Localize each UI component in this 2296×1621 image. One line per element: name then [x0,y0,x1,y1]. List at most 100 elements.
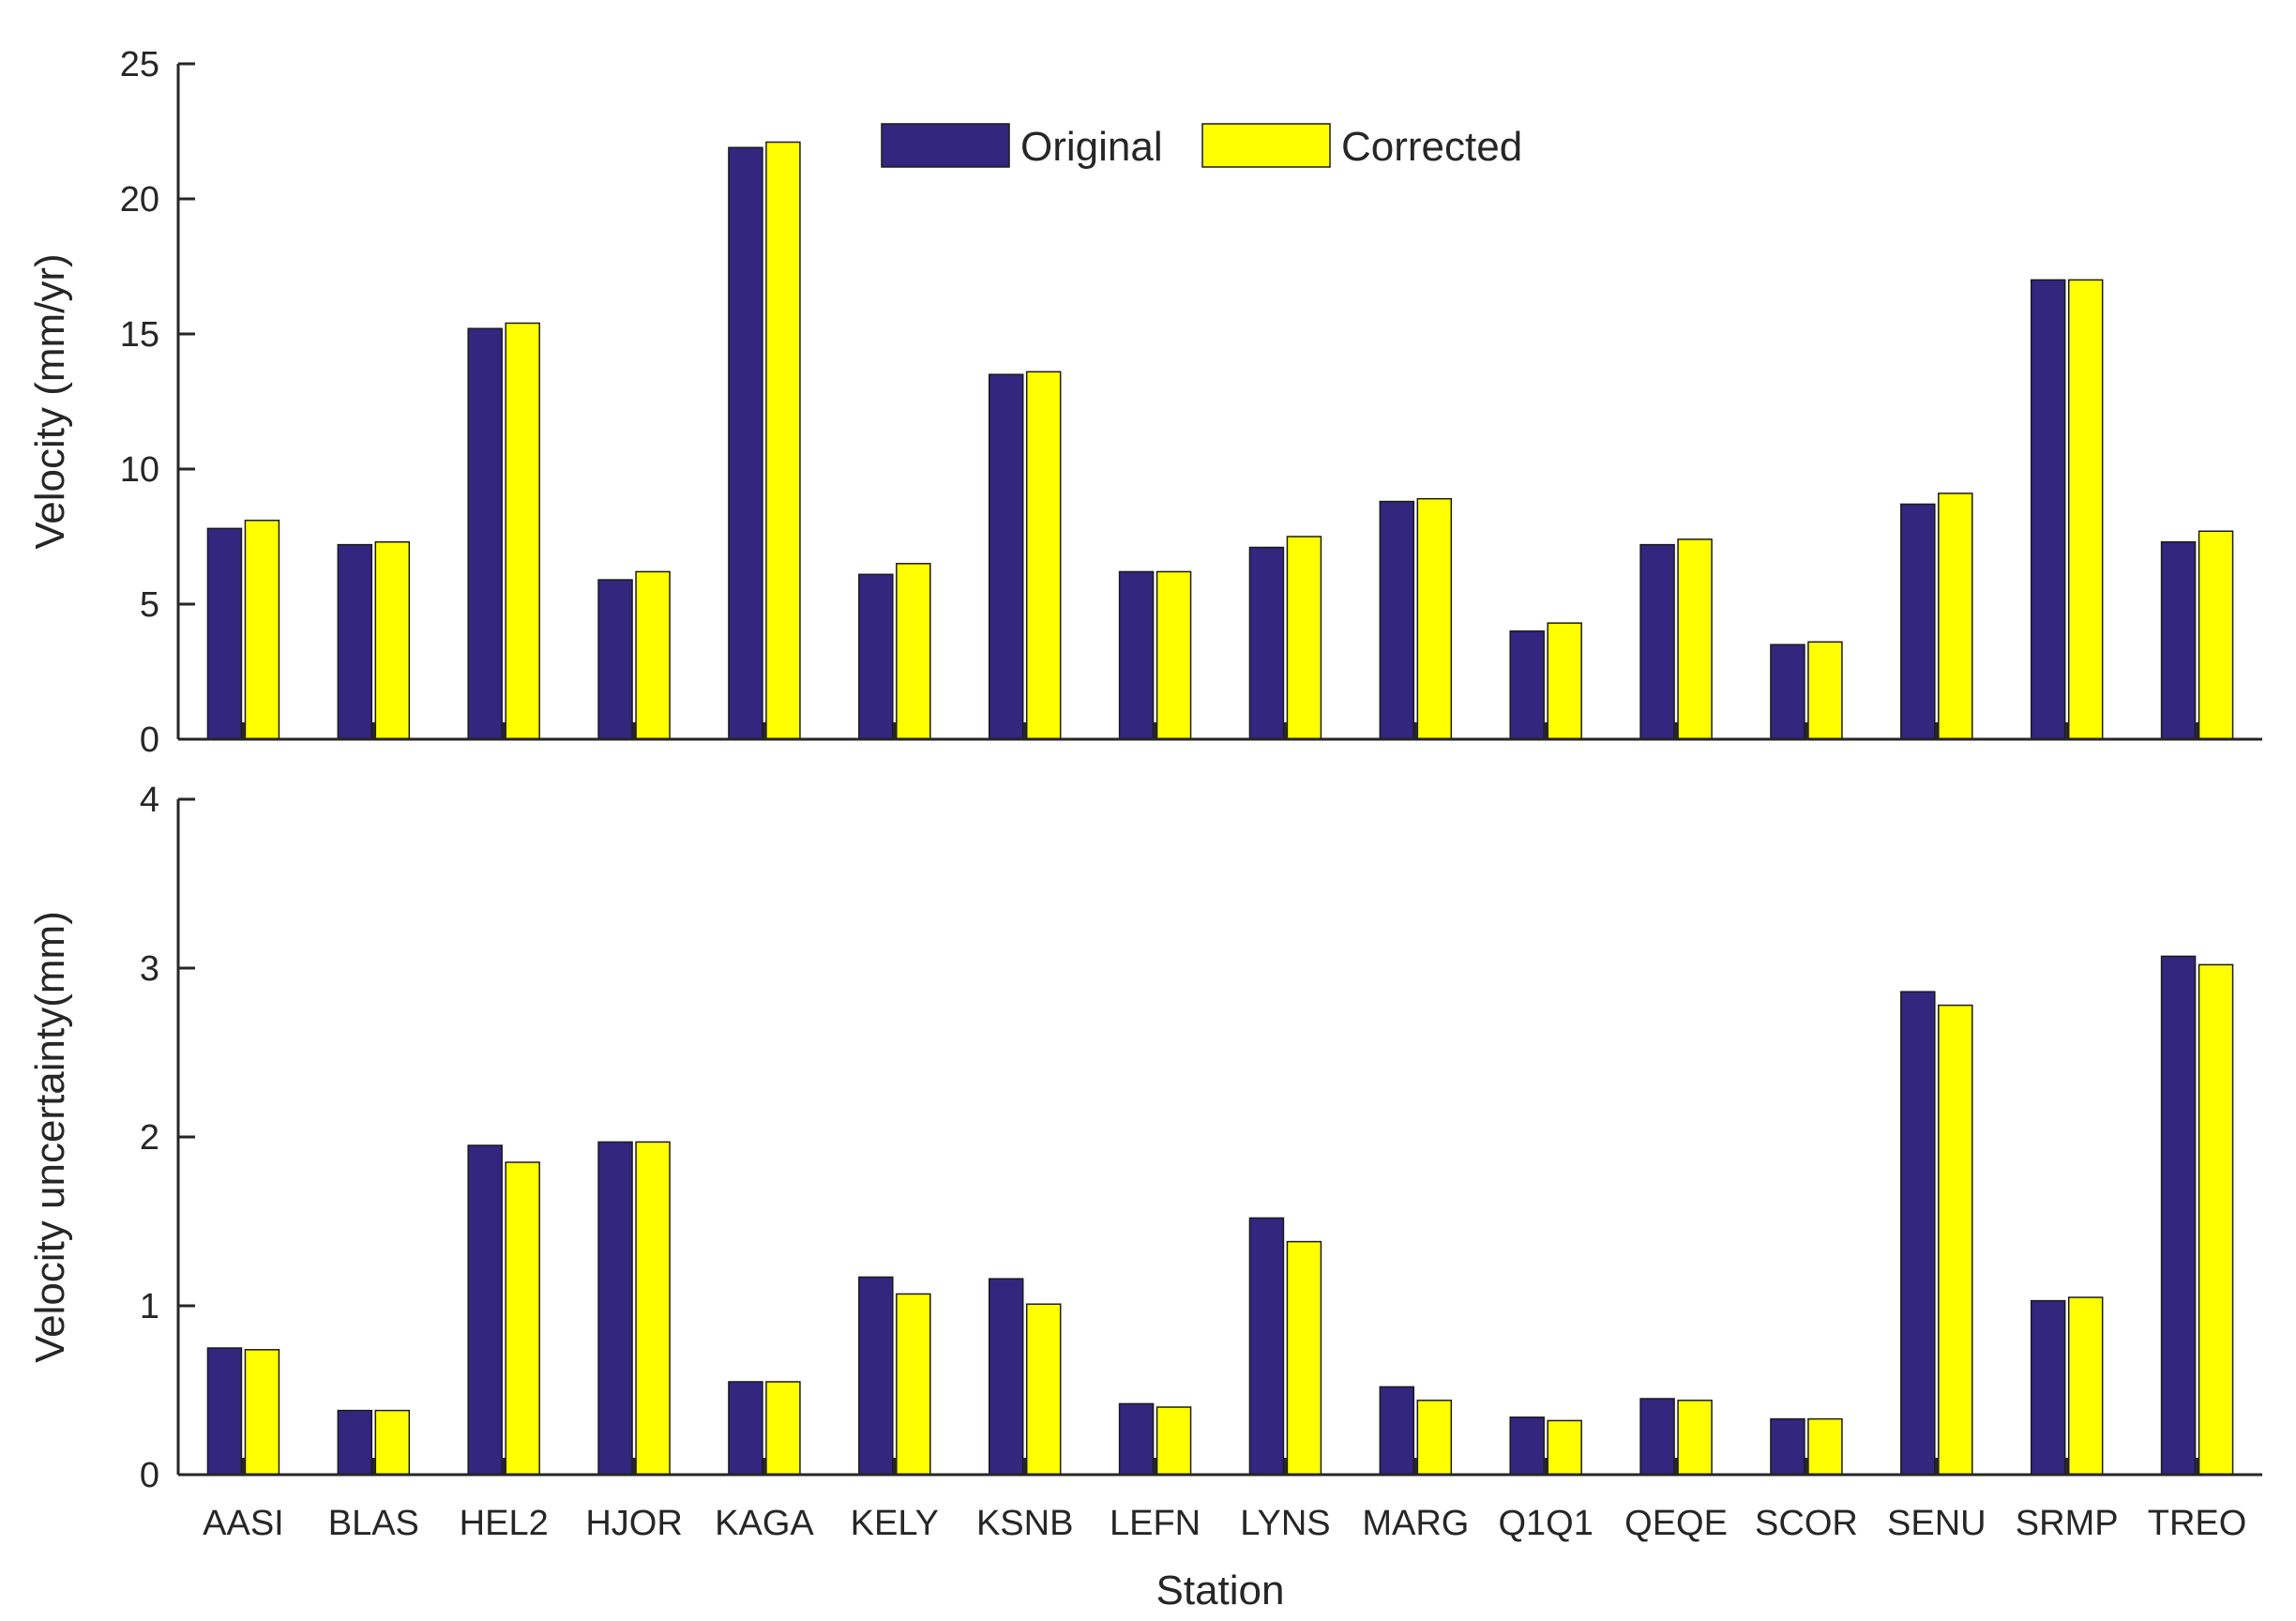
x-tick-label-qeqe: QEQE [1624,1504,1728,1543]
x-tick-label-senu: SENU [1887,1504,1986,1543]
x-tick-label-kaga: KAGA [715,1504,814,1543]
bar-corrected-kely [896,563,931,740]
bar-corrected-srmp [2067,1296,2104,1476]
bar-corrected-scor [1807,1417,1843,1476]
bar-corrected-hel2 [505,322,540,740]
bar-original-aasi [206,527,243,740]
legend: Original Corrected [881,123,1522,170]
x-tick-label-hjor: HJOR [585,1504,682,1543]
bar-original-treo [2160,955,2197,1476]
x-tick-label-scor: SCOR [1755,1504,1858,1543]
x-tick-label-kely: KELY [851,1504,939,1543]
bar-original-lyns [1248,1217,1285,1476]
bar-original-marg [1379,1386,1415,1476]
bar-original-kaga [728,146,763,740]
x-tick-label-ksnb: KSNB [976,1504,1073,1543]
y-tick-label: 25 [120,45,159,84]
bar-corrected-ksnb [1025,371,1062,740]
x-tick-label-lefn: LEFN [1110,1504,1201,1543]
x-tick-label-hel2: HEL2 [460,1504,549,1543]
legend-swatch-original [881,123,1010,168]
bar-original-q1q1 [1509,1416,1545,1476]
bar-corrected-treo [2198,963,2234,1476]
x-tick-label-q1q1: Q1Q1 [1498,1504,1593,1543]
x-tick-label-aasi: AASI [203,1504,284,1543]
bar-original-marg [1379,500,1415,740]
bar-original-kely [858,573,894,740]
velocity-uncertainty-panel: 0 1 2 3 4 AASI BLAS HEL2 HJOR KAGA KELY KSNB LEFN LYN… [27,780,2262,1613]
bar-corrected-kaga [765,141,801,740]
bar-original-scor [1770,644,1805,740]
bar-corrected-lefn [1156,570,1192,740]
bar-original-aasi [206,1347,243,1476]
bar-corrected-ksnb [1025,1303,1062,1476]
bar-original-lefn [1118,1402,1155,1476]
bar-corrected-blas [374,541,411,740]
y-tick-label: 20 [120,180,159,220]
y-tick-label: 4 [140,780,159,820]
legend-label-corrected: Corrected [1341,124,1522,170]
x-tick-label-lyns: LYNS [1240,1504,1330,1543]
bar-original-srmp [2030,279,2066,740]
bar-original-ksnb [988,1278,1024,1476]
bar-corrected-kaga [765,1381,801,1476]
bar-original-hel2 [467,327,503,740]
bar-original-senu [1900,991,1936,1476]
bar-original-hjor [597,1141,633,1476]
bar-corrected-lyns [1286,1240,1322,1476]
y-tick-label: 15 [120,315,159,355]
bar-corrected-srmp [2067,279,2104,740]
bar-original-senu [1900,503,1936,740]
bar-corrected-lyns [1286,536,1322,740]
bar-original-srmp [2030,1299,2066,1476]
bar-corrected-blas [374,1409,411,1476]
bar-original-ksnb [988,373,1024,740]
bar-original-scor [1770,1417,1805,1476]
bar-corrected-hel2 [505,1161,540,1476]
legend-swatch-corrected [1201,123,1331,168]
bar-original-hjor [597,579,633,740]
bar-original-lefn [1118,570,1155,740]
bar-corrected-senu [1938,492,1973,740]
bar-corrected-kely [896,1293,931,1476]
x-tick-label-treo: TREO [2148,1504,2247,1543]
y-tick-label: 3 [140,949,159,989]
bar-original-hel2 [467,1144,503,1476]
y-tick-label: 1 [140,1287,159,1326]
bar-original-blas [337,543,373,740]
y-tick-label: 5 [140,585,159,625]
bar-original-qeqe [1639,543,1675,740]
y-tick-label: 0 [140,720,159,760]
y-tick-label: 10 [120,450,159,490]
bar-corrected-senu [1938,1004,1973,1476]
y-axis-title: Velocity (mm/yr) [27,253,73,549]
bar-original-q1q1 [1509,630,1545,740]
bar-corrected-aasi [244,1349,280,1476]
bar-original-lyns [1248,546,1285,740]
bar-original-blas [337,1409,373,1476]
legend-label-original: Original [1020,124,1163,170]
x-tick-label-srmp: SRMP [2016,1504,2119,1543]
bar-corrected-q1q1 [1547,622,1582,740]
y-tick-label: 2 [140,1118,159,1158]
x-tick-label-blas: BLAS [328,1504,419,1543]
bar-corrected-hjor [635,570,671,740]
x-axis-title: Station [1156,1568,1285,1613]
y-axis-title: Velocity uncertainty(mm) [27,911,73,1363]
bar-corrected-qeqe [1677,538,1713,740]
bar-corrected-hjor [635,1141,671,1476]
bar-corrected-treo [2198,530,2234,740]
bar-corrected-marg [1416,497,1453,740]
bar-corrected-lefn [1156,1406,1192,1476]
bar-original-kaga [728,1381,763,1476]
bar-original-kely [858,1276,894,1476]
bar-original-treo [2160,541,2197,740]
bar-corrected-aasi [244,519,280,740]
bar-corrected-qeqe [1677,1400,1713,1476]
bar-corrected-q1q1 [1547,1419,1582,1476]
velocity-panel: 0 5 10 15 20 25 Velocity (mm/yr) [27,45,2262,760]
bar-corrected-marg [1416,1400,1453,1476]
bar-original-qeqe [1639,1398,1675,1476]
y-tick-label: 0 [140,1456,159,1495]
